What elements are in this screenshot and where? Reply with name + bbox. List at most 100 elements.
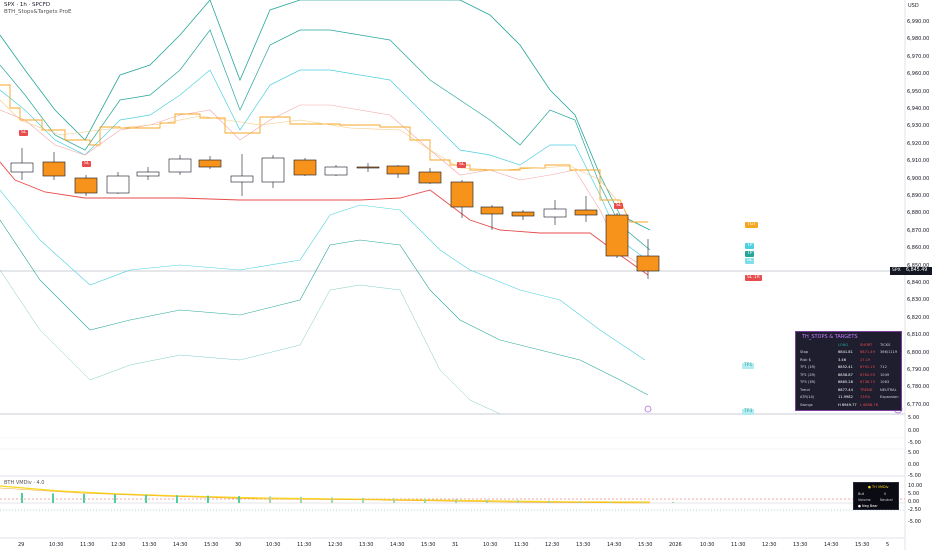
price-tick-label: 6,890.00 [907,193,930,199]
time-tick-label: 31 [452,542,459,548]
time-tick-label: 15:30 [204,542,219,548]
band-lower-3 [0,269,501,415]
pane2-label: -5.00 [908,473,921,479]
indicator-title[interactable]: BTH_Stops&Targets ProE [4,9,72,15]
vmdiv-bar [300,497,302,503]
stats-panel-title: TH_STOPS & TARGETS [802,334,858,340]
time-tick-label: 13:30 [576,542,591,548]
stats-cell-ticks: 712 [880,365,887,369]
time-tick-label: 10:30 [700,542,715,548]
time-tick-label: 10:30 [266,542,281,548]
stats-row: ATR(14) 11.9982 135% Expansion [798,394,901,401]
stats-cell-label: Risk $ [800,357,811,362]
time-tick-label: 13:30 [142,542,157,548]
tp1-tag: TP1 [742,363,755,369]
symbol-title[interactable]: SPX · 1h · SPCFD [4,2,51,8]
vmdiv-bar [83,493,85,503]
time-tick-label: 14:30 [824,542,839,548]
candle-body [136,171,160,177]
vmdiv-bar [548,500,550,503]
stats-row: Risk $ 3.46 27.19 [798,357,901,364]
band-lower-1 [0,189,646,361]
vmdiv-bar [486,499,488,503]
pane1-label: 5.00 [908,415,920,421]
vmdiv-bar [331,497,333,503]
stats-cell-label: Stop [800,350,809,354]
pane3-label: 10.00 [908,483,923,489]
time-tick-label: 15:30 [638,542,653,548]
pane1-label: -5.00 [908,440,921,446]
vmdiv-panel[interactable]: ● TH VMDiv Bull 0 Volume Neutral ● Neg B… [853,482,899,510]
price-tick-label: 6,780.00 [907,384,930,391]
stats-cell-ticks: 1049 [880,372,890,377]
stats-cell-short: 6736.73 [860,380,875,384]
pane3-label: 5.00 [908,491,920,497]
pane1-label: 0.00 [908,428,920,434]
pane2-label: 0.00 [908,462,920,468]
tp3-tag: TP3 [742,409,755,415]
time-tick-label: 10:30 [49,542,64,548]
band-lower-2 [0,219,649,396]
stats-panel[interactable]: TH_STOPS & TARGETS LONG SHORT TICKS Stop… [795,331,902,411]
candle-body [450,181,474,208]
price-tick-label: 6,830.00 [907,297,930,304]
price-tick-label: 6,960.00 [907,71,930,78]
price-tick-label: 6,920.00 [907,140,930,147]
vmdiv-histogram [21,493,674,503]
stats-cell-short: 6762.93 [860,372,875,377]
vmdiv-label[interactable]: BTH VMDiv · 4.0 [4,480,45,486]
target-line-2 [0,99,626,211]
stats-cell-ticks: 366/1119 [880,350,898,354]
time-tick-label: 29 [18,542,25,548]
current-price-value: 6,845.49 [906,268,928,273]
col-ticks: TICKS [880,343,891,347]
vmdiv-bar [176,495,178,503]
sl-marker: SL [614,203,624,209]
stats-cell-label: ATR(14) [800,395,815,399]
candle-body [543,208,567,218]
vmdiv-bar [424,498,426,503]
stats-cell-ticks: Expansion [880,395,899,399]
price-tick-label: 6,980.00 [907,36,930,43]
target-tag: TGT [745,222,758,228]
stats-row: TP1 (1R) 6852.41 6791.15 712 [798,364,901,371]
candle-body [42,161,66,177]
tp-tag: TP [745,243,755,249]
time-tick-label: 13:30 [793,542,808,548]
time-tick-label: 5 [886,542,890,548]
pane3-label: 0.00 [908,499,920,505]
currency-label: USD [908,3,919,9]
candle-body [356,166,380,169]
vmdiv-bar [672,502,674,503]
stats-cell-short: TREND [860,387,873,392]
candle-body [574,209,598,216]
time-tick-label: 14:30 [607,542,622,548]
sl-marker: SL [457,162,467,168]
price-tick-label: 6,970.00 [907,53,930,60]
stats-row: Stop 6841.81 6871.49 366/1119 [798,349,901,356]
candle-body [418,171,442,184]
vmdiv-row1-a: Bull [858,492,865,496]
time-tick-label: 12:30 [545,542,560,548]
time-tick-label: 11:30 [514,542,529,548]
time-tick-label: 15:30 [855,542,870,548]
vmdiv-bar [579,501,581,503]
time-tick-label: 11:30 [731,542,746,548]
sl-marker: SL [82,161,92,167]
stats-row: TP2 (2R) 6858.87 6762.93 1049 [798,372,901,379]
vmdiv-bar [145,494,147,503]
price-tick-label: 6,870.00 [907,227,930,234]
time-tick-label: 12:30 [762,542,777,548]
candle-body [386,165,410,175]
price-tick-label: 6,810.00 [907,332,930,339]
time-tick-label: 15:30 [421,542,436,548]
vmdiv-bar [52,493,54,503]
stats-cell-long: 6858.87 [838,372,853,377]
stats-cell-label: Swings [800,402,813,407]
stats-cell-long: 3.46 [838,357,847,362]
vmdiv-bar [362,497,364,503]
stats-cell-ticks: 1063 [880,380,890,384]
vmdiv-bar [207,495,209,503]
price-tick-label: 6,800.00 [907,349,930,356]
